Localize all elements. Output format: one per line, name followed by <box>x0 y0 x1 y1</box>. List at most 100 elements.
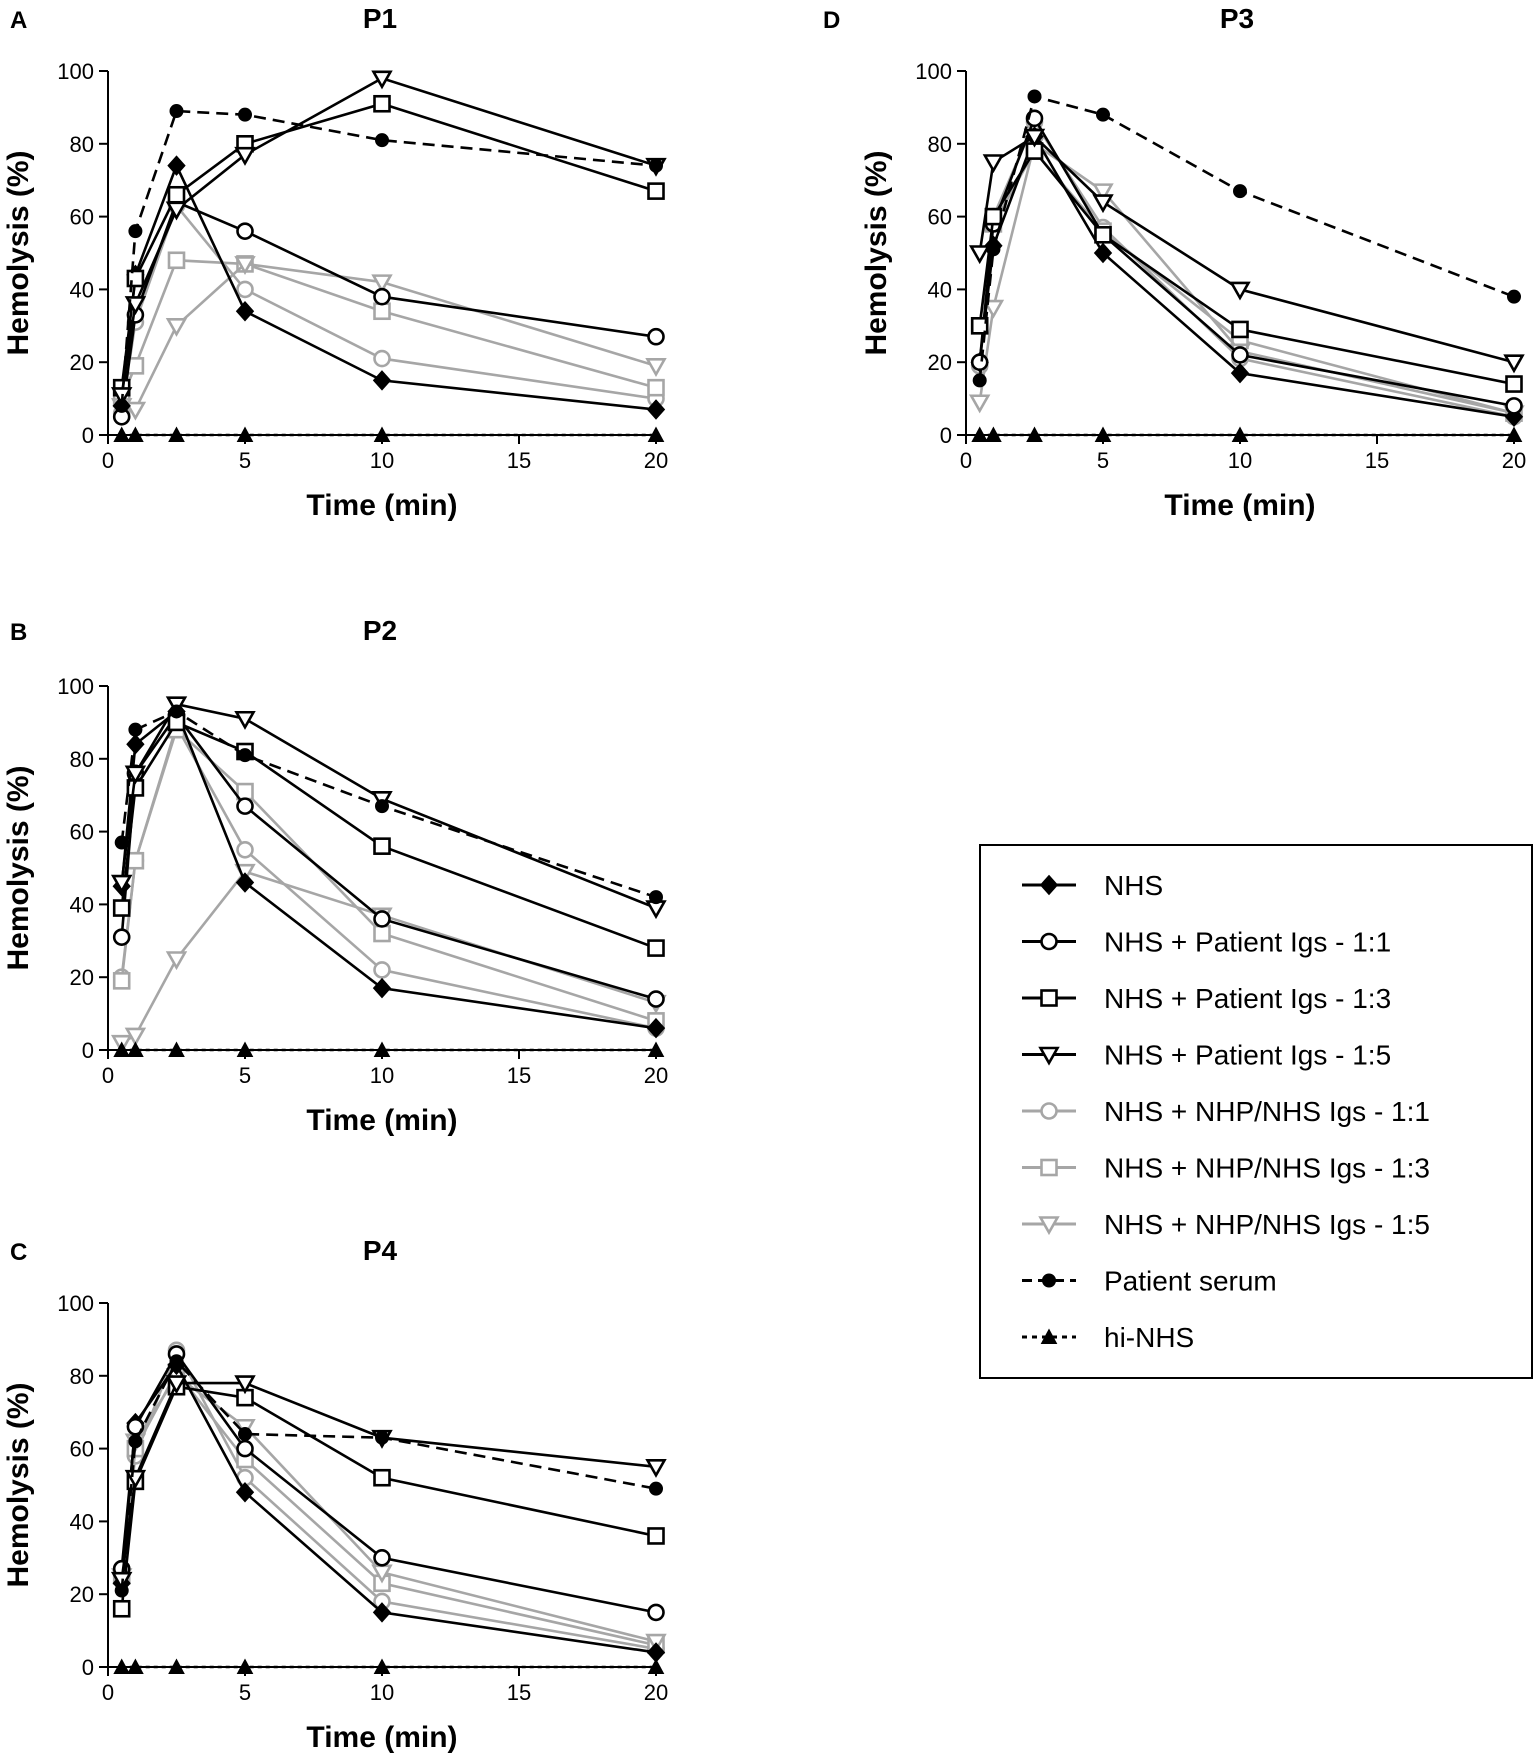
data-point <box>1231 320 1249 339</box>
y-tick-label: 20 <box>70 1582 94 1607</box>
series-nhs-nhp-nhs-igs-1-5 <box>110 1368 667 1653</box>
data-point <box>168 1658 185 1674</box>
y-tick-label: 20 <box>70 965 94 990</box>
data-point <box>167 185 186 204</box>
data-point <box>169 1354 184 1369</box>
y-tick-label: 100 <box>915 59 952 84</box>
panel-c: C P4 0 20 40 60 80 100 0 5 10 15 20 Time (min) Hemolys… <box>2 1235 668 1754</box>
data-point <box>647 426 665 442</box>
data-point <box>1231 346 1249 364</box>
legend-marker <box>1040 1158 1058 1177</box>
x-tick-label: 10 <box>370 448 394 473</box>
panel-title: P1 <box>363 3 397 34</box>
data-point <box>168 1041 185 1057</box>
x-tick-label: 10 <box>370 1063 394 1088</box>
data-point <box>236 1041 254 1057</box>
data-point <box>649 158 663 173</box>
legend-marker <box>1040 1102 1058 1120</box>
legend-label: hi-NHS <box>1104 1322 1194 1353</box>
y-tick-label: 60 <box>70 1437 94 1462</box>
x-tick-label: 0 <box>102 1680 114 1705</box>
series-line <box>120 1362 657 1654</box>
series-hi-nhs <box>113 1658 665 1674</box>
data-point <box>113 426 131 442</box>
legend-marker <box>1040 989 1058 1007</box>
series-nhs-patient-igs-1-5 <box>110 696 667 920</box>
series-nhs <box>112 155 666 420</box>
series-line <box>120 702 657 910</box>
data-point <box>1027 89 1042 104</box>
data-point <box>373 961 391 979</box>
data-point <box>982 154 1005 174</box>
x-tick-label: 0 <box>960 448 972 473</box>
x-axis-title: Time (min) <box>306 489 457 522</box>
data-point <box>128 1434 143 1449</box>
data-point <box>647 1041 665 1057</box>
x-tick-label: 15 <box>507 1680 531 1705</box>
data-point <box>1096 107 1110 122</box>
series-line <box>120 102 657 388</box>
data-point <box>373 287 391 306</box>
data-point <box>128 224 143 239</box>
series-patient-serum <box>114 104 663 413</box>
series-line <box>978 94 1515 381</box>
panel-letter: C <box>10 1239 27 1266</box>
data-point <box>234 256 256 276</box>
data-point <box>238 1427 252 1442</box>
data-point <box>372 977 392 999</box>
data-point <box>113 1658 131 1674</box>
legend-label: NHS + NHP/NHS Igs - 1:5 <box>1104 1209 1430 1240</box>
series-line <box>120 710 657 899</box>
x-axis-title: Time (min) <box>306 1104 457 1137</box>
series-hi-nhs <box>113 1041 665 1057</box>
data-point <box>372 1602 392 1623</box>
series-patient-serum <box>114 704 663 905</box>
data-point <box>970 316 989 335</box>
x-tick-label: 5 <box>239 1063 251 1088</box>
x-axis-title: Time (min) <box>306 1721 457 1754</box>
y-tick-label: 100 <box>57 1291 94 1316</box>
panel-letter: A <box>10 7 27 34</box>
panel-title: P3 <box>1220 3 1254 34</box>
data-point <box>649 1481 663 1496</box>
data-point <box>167 251 186 270</box>
legend-label: NHS + Patient Igs - 1:3 <box>1104 983 1391 1014</box>
data-point <box>970 353 989 372</box>
data-point <box>1092 194 1114 214</box>
y-tick-label: 80 <box>70 132 94 157</box>
data-point <box>373 426 391 442</box>
series-line <box>120 1381 657 1580</box>
y-tick-label: 20 <box>70 350 94 375</box>
panel-a: A P1 0 20 40 60 80 100 0 5 10 15 20 Time (min) Hemolys… <box>2 3 668 522</box>
data-point <box>982 299 1005 319</box>
data-point <box>165 951 188 971</box>
data-point <box>373 837 391 855</box>
data-point <box>1094 426 1112 442</box>
data-point <box>645 358 667 377</box>
data-point <box>236 840 254 859</box>
y-axis-title: Hemolysis (%) <box>2 765 35 970</box>
panel-title: P2 <box>363 615 397 646</box>
data-point <box>112 899 131 917</box>
data-point <box>373 1549 391 1567</box>
data-point <box>372 370 392 391</box>
legend-label: Patient serum <box>1104 1266 1277 1297</box>
data-point <box>1505 426 1523 442</box>
data-point <box>375 133 389 148</box>
data-point <box>1229 281 1251 301</box>
data-point <box>968 245 991 265</box>
series-line <box>978 134 1515 364</box>
data-point <box>234 1375 256 1395</box>
data-point <box>1094 226 1112 244</box>
y-tick-label: 0 <box>82 1038 94 1063</box>
legend-item: NHS + NHP/NHS Igs - 1:3 <box>1022 1153 1430 1184</box>
y-tick-label: 60 <box>928 205 952 230</box>
series-line <box>120 109 657 406</box>
data-point <box>234 146 256 166</box>
data-point <box>1026 426 1043 442</box>
y-axis-title: Hemolysis (%) <box>2 1382 35 1587</box>
data-point <box>649 890 663 905</box>
data-point <box>984 207 1003 226</box>
legend-item: hi-NHS <box>1022 1322 1194 1353</box>
data-point <box>168 426 185 442</box>
